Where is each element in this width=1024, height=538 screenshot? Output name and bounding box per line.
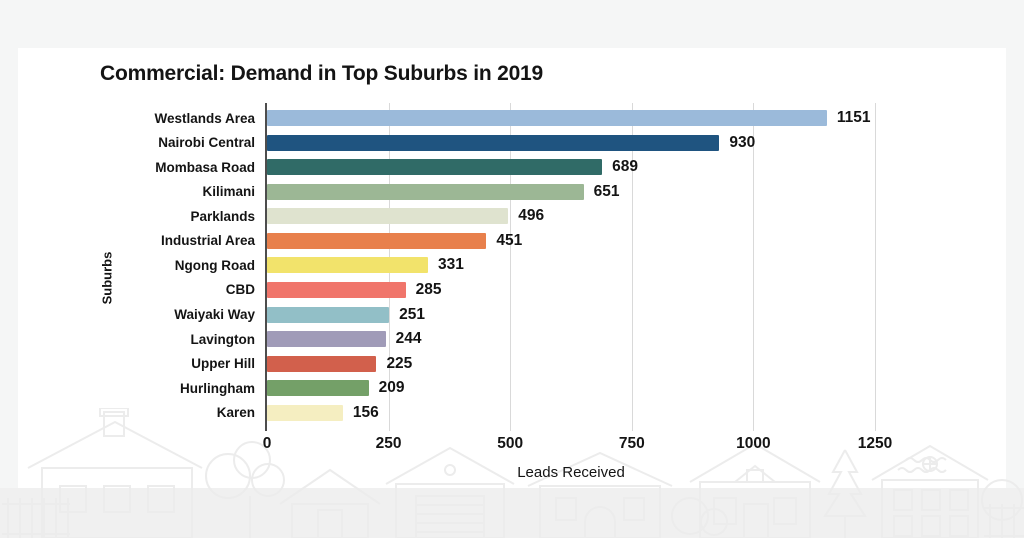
x-tick-label: 0 bbox=[262, 435, 272, 452]
bar bbox=[267, 134, 720, 151]
value-label: 451 bbox=[496, 231, 523, 249]
bar-row: Westlands Area 1151 bbox=[154, 106, 875, 131]
plot-area: Westlands Area 1151 Nairobi Central 930 Momb… bbox=[154, 103, 892, 481]
chart-title: Commercial: Demand in Top Suburbs in 201… bbox=[100, 62, 544, 85]
category-label: Mombasa Road bbox=[155, 159, 255, 175]
bar-row: Upper Hill 225 bbox=[191, 351, 875, 376]
category-label: Industrial Area bbox=[160, 233, 255, 249]
category-label: Nairobi Central bbox=[158, 135, 255, 151]
bar bbox=[267, 232, 487, 249]
value-label: 651 bbox=[593, 182, 620, 200]
x-tick-label: 500 bbox=[497, 435, 524, 452]
bar-row: Hurlingham 209 bbox=[180, 376, 875, 401]
category-label: Hurlingham bbox=[179, 380, 255, 396]
gridline bbox=[875, 103, 876, 431]
bar bbox=[267, 281, 406, 298]
y-axis-label: Suburbs bbox=[99, 251, 115, 305]
gridline bbox=[753, 103, 755, 431]
bar bbox=[267, 331, 386, 348]
bar-row: Parklands 496 bbox=[190, 204, 875, 229]
value-label: 225 bbox=[386, 354, 413, 372]
bar-row: Lavington 244 bbox=[191, 327, 875, 352]
bar-row: Ngong Road 331 bbox=[175, 253, 875, 278]
value-label: 689 bbox=[612, 158, 638, 176]
x-tick-label: 1250 bbox=[857, 435, 893, 452]
bar bbox=[267, 110, 827, 127]
category-label: Parklands bbox=[190, 208, 255, 224]
value-label: 496 bbox=[518, 207, 545, 225]
category-label: CBD bbox=[225, 282, 255, 298]
value-label: 156 bbox=[352, 403, 379, 421]
category-label: Ngong Road bbox=[174, 257, 255, 273]
x-tick-label: 1000 bbox=[736, 435, 771, 452]
category-label: Waiyaki Way bbox=[174, 307, 255, 323]
y-axis-line bbox=[265, 103, 267, 431]
bar-row: CBD 285 bbox=[226, 278, 875, 303]
bar-row: Karen 156 bbox=[217, 400, 875, 425]
value-label: 930 bbox=[729, 133, 756, 151]
gridline bbox=[631, 103, 633, 431]
value-label: 1151 bbox=[836, 109, 871, 127]
value-label: 251 bbox=[399, 305, 425, 323]
bar-rows: Westlands Area 1151 Nairobi Central 930 Momb… bbox=[154, 106, 875, 425]
bar bbox=[267, 404, 343, 421]
bar-row: Industrial Area 451 bbox=[161, 229, 875, 254]
gridline bbox=[510, 103, 512, 431]
category-label: Lavington bbox=[190, 331, 256, 347]
bar-row: Nairobi Central 930 bbox=[158, 131, 875, 156]
bar-row: Mombasa Road 689 bbox=[155, 155, 875, 180]
bar bbox=[267, 257, 428, 274]
bar-row: Waiyaki Way 251 bbox=[174, 302, 875, 327]
x-tick-label: 750 bbox=[618, 435, 645, 452]
bar-row: Kilimani 651 bbox=[202, 180, 875, 205]
value-label: 244 bbox=[395, 330, 422, 348]
bar bbox=[267, 208, 509, 225]
bar bbox=[267, 380, 369, 397]
x-tick-label: 250 bbox=[375, 435, 402, 452]
bottom-band bbox=[0, 488, 1024, 538]
bar bbox=[267, 183, 584, 200]
value-label: 331 bbox=[437, 256, 464, 274]
x-axis-label: Leads Received bbox=[517, 464, 625, 481]
value-label: 285 bbox=[415, 280, 442, 298]
value-label: 209 bbox=[378, 379, 405, 397]
category-label: Kilimani bbox=[202, 184, 255, 200]
bar bbox=[267, 306, 390, 323]
category-label: Westlands Area bbox=[154, 110, 255, 126]
category-label: Karen bbox=[216, 405, 255, 421]
category-label: Upper Hill bbox=[191, 356, 255, 372]
bar bbox=[267, 159, 603, 176]
bar bbox=[267, 355, 377, 372]
